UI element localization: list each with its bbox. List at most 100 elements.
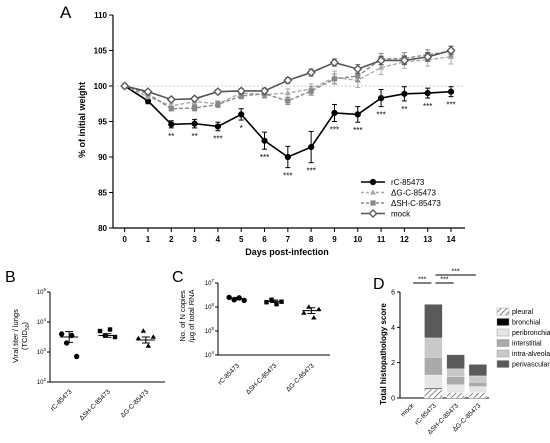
data-point bbox=[97, 328, 103, 334]
data-point bbox=[316, 306, 322, 312]
y-tick-label: 103 bbox=[37, 347, 47, 356]
y-tick-label: 104 bbox=[37, 317, 47, 326]
data-point bbox=[150, 334, 157, 339]
bar-segment-interstitial bbox=[468, 381, 487, 387]
y-tick-label-base: 10 bbox=[37, 380, 44, 386]
weight-x-tick-label: 13 bbox=[423, 235, 432, 244]
bar-segment-pleural bbox=[446, 392, 465, 399]
data-point bbox=[376, 55, 386, 65]
y-tick-label-base: 10 bbox=[205, 329, 212, 335]
bar-segment-pleural bbox=[424, 389, 443, 399]
legend-label-0: rC-85473 bbox=[391, 178, 425, 187]
category-label: ΔSH-C-85473 bbox=[78, 388, 112, 422]
data-point bbox=[68, 332, 75, 339]
data-point bbox=[284, 90, 291, 96]
y-tick-label-base: 10 bbox=[37, 290, 44, 296]
weight-x-tick-label: 6 bbox=[262, 235, 267, 244]
panel-label-b: B bbox=[5, 269, 16, 286]
histo-y-tick-label: 2 bbox=[391, 360, 395, 367]
data-point bbox=[331, 109, 338, 117]
data-point bbox=[306, 304, 312, 309]
histo-legend-label-0: pleural bbox=[512, 309, 533, 316]
data-point bbox=[112, 334, 118, 340]
data-point bbox=[238, 111, 245, 118]
data-point bbox=[446, 45, 456, 56]
y-tick-label-base: 10 bbox=[205, 353, 212, 359]
data-point bbox=[143, 87, 153, 97]
weight-x-tick-label: 5 bbox=[239, 235, 244, 244]
category-label: rC-85473 bbox=[217, 362, 241, 386]
y-tick-label: 105 bbox=[37, 287, 47, 296]
significance-star: ** bbox=[401, 105, 407, 114]
histo-legend-label-1: bronchial bbox=[512, 320, 541, 327]
data-point bbox=[355, 73, 361, 79]
data-point bbox=[284, 153, 291, 161]
titer-y-axis-label-line2: (TCID50) bbox=[20, 321, 31, 350]
weight-x-tick-label: 7 bbox=[286, 235, 291, 244]
weight-y-tick-label: 90 bbox=[98, 153, 107, 162]
weight-x-tick-label: 8 bbox=[309, 235, 314, 244]
data-point bbox=[377, 94, 385, 102]
data-point bbox=[236, 86, 246, 96]
category-label: ΔG-C-85473 bbox=[119, 388, 150, 419]
data-point bbox=[140, 328, 147, 333]
y-tick-label-exponent: 2 bbox=[43, 377, 46, 382]
data-point bbox=[236, 295, 242, 301]
viral-titer-chart: Viral titer / lungs (TCID50) 10210310410… bbox=[11, 287, 165, 422]
data-point bbox=[301, 310, 307, 315]
weight-x-tick-label: 10 bbox=[353, 235, 362, 244]
data-point bbox=[401, 90, 408, 97]
data-point bbox=[135, 335, 142, 341]
category-label: rC-85473 bbox=[49, 388, 73, 412]
data-point bbox=[226, 294, 232, 301]
weight-x-tick-label: 3 bbox=[192, 235, 197, 244]
data-point bbox=[308, 143, 315, 151]
n-copies-chart: No. of N copies /µg of total RNA 1041051… bbox=[178, 278, 330, 396]
data-point bbox=[308, 88, 314, 94]
bar-segment-peribronchial bbox=[446, 384, 465, 393]
significance-star: ** bbox=[191, 132, 197, 141]
data-point bbox=[241, 297, 247, 303]
data-point bbox=[168, 121, 175, 128]
data-point bbox=[306, 67, 316, 78]
ncopies-y-axis-label-line2: /µg of total RNA bbox=[187, 289, 196, 342]
weight-x-tick-label: 11 bbox=[377, 235, 386, 244]
significance-star: *** bbox=[446, 101, 455, 110]
bar-segment-perivascular bbox=[446, 354, 465, 370]
y-tick-label-exponent: 7 bbox=[211, 278, 214, 283]
data-point bbox=[331, 76, 338, 82]
panel-label-d: D bbox=[373, 276, 385, 293]
legend-marker-2 bbox=[370, 200, 376, 206]
data-point bbox=[260, 86, 270, 96]
weight-x-tick-label: 0 bbox=[122, 235, 127, 244]
histo-y-tick-label: 6 bbox=[391, 290, 395, 297]
panel-label-a: A bbox=[60, 3, 72, 22]
histo-legend-label-2: peribronchial bbox=[512, 330, 550, 337]
data-point bbox=[214, 123, 222, 130]
data-point bbox=[279, 299, 284, 304]
legend-marker-3 bbox=[368, 208, 378, 219]
significance-star: ** bbox=[168, 132, 174, 141]
legend-label-3: mock bbox=[391, 210, 411, 219]
significance-label: *** bbox=[418, 277, 426, 284]
weight-y-tick-label: 95 bbox=[98, 118, 107, 127]
y-tick-label-base: 10 bbox=[37, 350, 44, 356]
y-tick-label-exponent: 4 bbox=[211, 350, 214, 355]
histo-category-label: mock bbox=[400, 402, 416, 418]
titer-y-axis-label-subscript: 50 bbox=[25, 324, 31, 330]
weight-x-axis-label: Days post-infection bbox=[245, 247, 329, 257]
titer-y-axis-label-unit: (TCID bbox=[20, 329, 29, 350]
legend-label-1: ΔG-C-85473 bbox=[391, 189, 436, 198]
weight-chart: Days post-infection % of initial weight … bbox=[77, 11, 465, 257]
weight-x-tick-label: 2 bbox=[169, 235, 174, 244]
data-point bbox=[274, 301, 279, 307]
histopathology-chart: Total histopathology score 0246mockrC-85… bbox=[379, 269, 550, 437]
y-tick-label-base: 10 bbox=[37, 320, 44, 326]
data-point bbox=[269, 297, 274, 302]
bar-segment-pleural bbox=[468, 392, 487, 399]
histo-legend-swatch-5 bbox=[496, 360, 510, 368]
y-tick-label: 104 bbox=[205, 350, 215, 359]
panel-label-c: C bbox=[172, 269, 184, 286]
y-tick-label-base: 10 bbox=[205, 281, 212, 287]
data-point bbox=[213, 87, 223, 97]
